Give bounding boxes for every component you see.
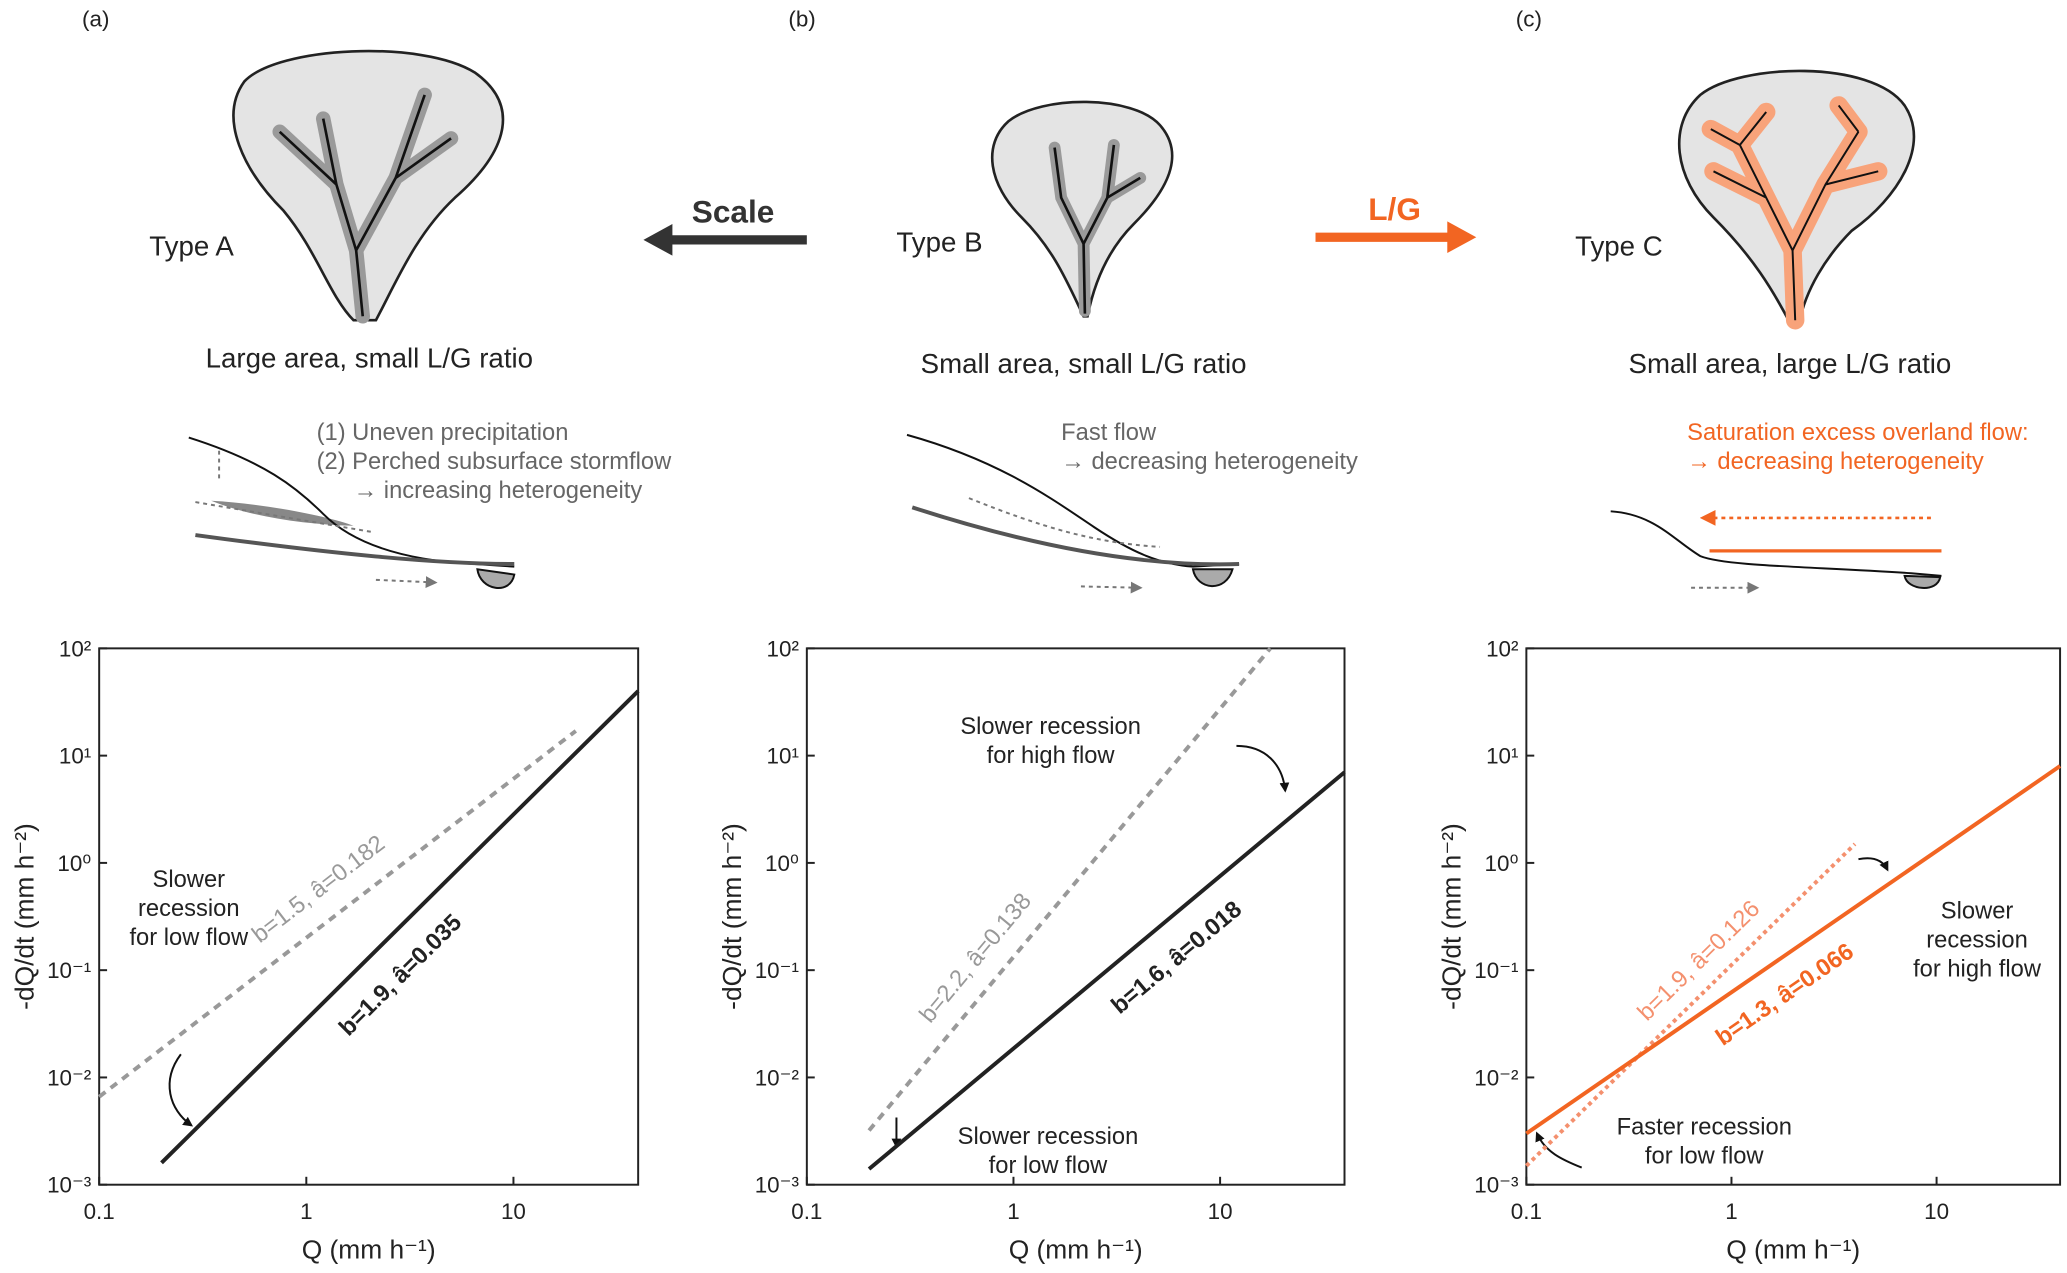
annotation: recession: [1926, 928, 2028, 954]
type-label: Type C: [1575, 231, 1663, 262]
y-tick-label: 10⁻²: [1474, 1065, 1519, 1090]
y-tick-label: 10²: [59, 636, 92, 661]
x-tick-label: 10: [1208, 1199, 1233, 1224]
y-tick-label: 10⁻²: [47, 1065, 92, 1090]
groundwater: [195, 533, 515, 566]
x-axis-title: Q (mm h⁻¹): [1009, 1235, 1143, 1265]
series-line: [97, 729, 578, 1099]
y-tick-label: 10⁻²: [755, 1065, 800, 1090]
x-tick-label: 1: [1007, 1199, 1019, 1224]
type-label: Type B: [896, 227, 982, 258]
annotation: for low flow: [989, 1153, 1108, 1179]
y-tick-label: 10¹: [1486, 744, 1518, 769]
arrow-label: L/G: [1368, 191, 1421, 227]
annotation: recession: [138, 896, 240, 922]
annotation-arrow: [1236, 744, 1290, 793]
channel: [1191, 568, 1234, 587]
surface: [1610, 510, 1942, 577]
panel-label: (b): [788, 6, 815, 31]
y-axis-title: -dQ/dt (mm h⁻²): [717, 823, 747, 1010]
y-tick-label: 10²: [1486, 636, 1519, 661]
perched-zone: [211, 500, 354, 526]
y-tick-label: 10²: [767, 636, 800, 661]
caption: Large area, small L/G ratio: [206, 343, 533, 374]
series-line: [867, 647, 1272, 1132]
y-axis-title: -dQ/dt (mm h⁻²): [1436, 823, 1466, 1010]
annotation: for high flow: [987, 743, 1116, 769]
groundwater: [911, 505, 1240, 567]
y-tick-label: 10⁰: [1485, 851, 1519, 876]
note: Fast flow: [1061, 420, 1157, 446]
note: Saturation excess overland flow:: [1687, 420, 2028, 446]
series-label: b=2.2, â=0.138: [915, 889, 1037, 1028]
flow-arrow: [968, 497, 1161, 588]
y-tick-label: 10⁰: [57, 851, 91, 876]
x-tick-label: 0.1: [84, 1199, 115, 1224]
note: → decreasing heterogeneity: [1687, 449, 1984, 475]
y-axis-title: -dQ/dt (mm h⁻²): [9, 823, 39, 1010]
x-axis-title: Q (mm h⁻¹): [1726, 1235, 1860, 1265]
series-label: b=1.6, â=0.018: [1107, 896, 1247, 1019]
plot-frame: [1525, 647, 2062, 1186]
y-tick-label: 10⁻¹: [755, 958, 799, 983]
annotation: Faster recession: [1617, 1115, 1792, 1141]
panel-label: (c): [1516, 6, 1542, 31]
series-line: [1525, 764, 2062, 1136]
stream: [1710, 104, 1879, 321]
stream: [278, 94, 452, 317]
y-tick-label: 10⁻¹: [47, 958, 91, 983]
series-line: [160, 689, 640, 1165]
y-tick-label: 10⁻³: [755, 1173, 800, 1198]
y-tick-label: 10⁻³: [1474, 1173, 1519, 1198]
annotation: Slower: [153, 867, 226, 893]
annotation: for high flow: [1913, 956, 2042, 982]
catchment: [232, 49, 505, 322]
y-tick-label: 10¹: [59, 744, 91, 769]
series-line: [1524, 842, 1857, 1168]
note: → decreasing heterogeneity: [1061, 449, 1358, 475]
x-tick-label: 1: [300, 1199, 312, 1224]
x-axis-title: Q (mm h⁻¹): [302, 1235, 436, 1265]
y-tick-label: 10¹: [767, 744, 799, 769]
annotation-arrow: [168, 1053, 194, 1127]
caption: Small area, small L/G ratio: [921, 348, 1247, 379]
stream: [1053, 144, 1141, 314]
x-tick-label: 0.1: [791, 1199, 822, 1224]
x-tick-label: 0.1: [1511, 1199, 1542, 1224]
plot-frame: [805, 647, 1346, 1186]
flow-arrow: [195, 450, 435, 583]
series-line: [867, 770, 1346, 1171]
y-tick-label: 10⁻¹: [1474, 958, 1518, 983]
channel: [476, 568, 516, 589]
annotation: for low flow: [1645, 1144, 1764, 1170]
plot-frame: [98, 647, 640, 1186]
scale-arrowhead: [643, 224, 673, 256]
y-tick-label: 10⁰: [765, 851, 799, 876]
x-tick-label: 1: [1725, 1199, 1737, 1224]
type-label: Type A: [149, 231, 234, 262]
annotation: Slower recession: [958, 1124, 1139, 1150]
lg-arrowhead: [1447, 221, 1477, 254]
caption: Small area, large L/G ratio: [1629, 348, 1952, 379]
annotation-arrow: [1858, 857, 1889, 872]
channel: [1903, 574, 1942, 589]
panel-label: (a): [82, 6, 109, 31]
y-tick-label: 10⁻³: [47, 1173, 92, 1198]
x-tick-label: 10: [1924, 1199, 1949, 1224]
annotation: Slower recession: [960, 714, 1141, 740]
note: (2) Perched subsurface stormflow: [317, 449, 672, 475]
annotation: for low flow: [129, 925, 248, 951]
series-label: b=1.9, â=0.035: [334, 910, 467, 1042]
catchment: [990, 100, 1174, 318]
note: (1) Uneven precipitation: [317, 420, 569, 446]
x-tick-label: 10: [501, 1199, 526, 1224]
annotation-arrow: [1535, 1131, 1583, 1169]
annotation: Slower: [1941, 899, 2014, 925]
note: → increasing heterogeneity: [354, 478, 643, 504]
arrow-label: Scale: [692, 194, 775, 230]
